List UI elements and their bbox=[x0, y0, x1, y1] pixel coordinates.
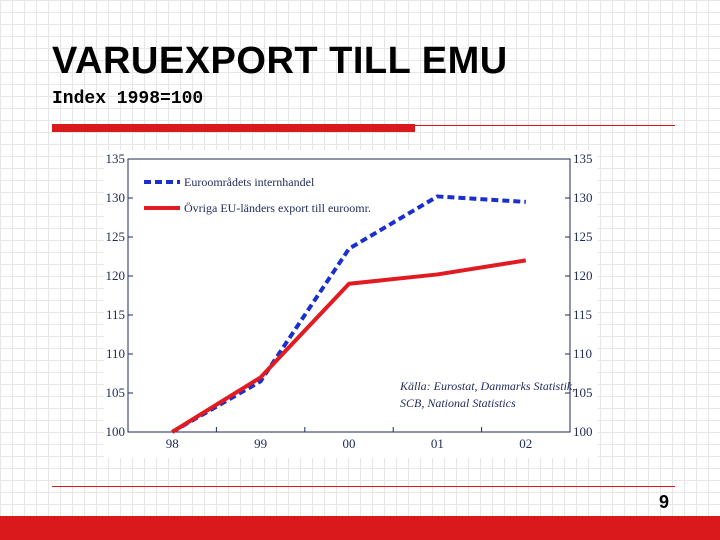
title-underline-thin bbox=[415, 125, 675, 126]
y-tick-label-left: 115 bbox=[106, 307, 125, 322]
slide-title: VARUEXPORT TILL EMU bbox=[52, 40, 508, 82]
series-line-other-eu bbox=[171, 258, 527, 434]
y-tick-label-left: 135 bbox=[106, 151, 126, 166]
source-annotation: SCB, National Statistics bbox=[400, 396, 516, 410]
series-line-euro-internal bbox=[171, 194, 526, 434]
title-underline-thick bbox=[52, 124, 415, 132]
x-tick-label: 00 bbox=[343, 436, 356, 451]
plot-frame bbox=[127, 158, 571, 433]
x-tick-label: 99 bbox=[254, 436, 267, 451]
x-tick-label: 01 bbox=[431, 436, 444, 451]
slide-subtitle: Index 1998=100 bbox=[52, 89, 204, 109]
legend-label: Övriga EU-länders export till euroomr. bbox=[184, 201, 371, 215]
x-tick-label: 02 bbox=[519, 436, 532, 451]
y-tick-label-left: 105 bbox=[106, 385, 126, 400]
y-tick-label-right: 100 bbox=[573, 424, 593, 439]
y-tick-label-left: 100 bbox=[106, 424, 126, 439]
footer-rule bbox=[52, 486, 675, 487]
y-tick-label-right: 105 bbox=[573, 385, 593, 400]
y-tick-label-left: 130 bbox=[106, 190, 126, 205]
y-tick-label-right: 115 bbox=[573, 307, 592, 322]
line-chart: 100 100 105 105 110 110 115 115 120 120 125 125 130 1… bbox=[106, 151, 593, 451]
legend-label: Euroområdets internhandel bbox=[184, 175, 315, 189]
y-tick-label-right: 110 bbox=[573, 346, 592, 361]
page-number: 9 bbox=[658, 492, 669, 512]
source-annotation: Källa: Eurostat, Danmarks Statistik, bbox=[399, 379, 575, 393]
y-tick-label-right: 125 bbox=[573, 229, 593, 244]
footer-band bbox=[0, 516, 720, 540]
x-tick-label: 98 bbox=[166, 436, 179, 451]
y-tick-label-left: 110 bbox=[106, 346, 125, 361]
y-tick-label-left: 125 bbox=[106, 229, 126, 244]
y-tick-label-right: 130 bbox=[573, 190, 593, 205]
y-tick-label-left: 120 bbox=[106, 268, 126, 283]
y-tick-label-right: 120 bbox=[573, 268, 593, 283]
y-tick-label-right: 135 bbox=[573, 151, 593, 166]
